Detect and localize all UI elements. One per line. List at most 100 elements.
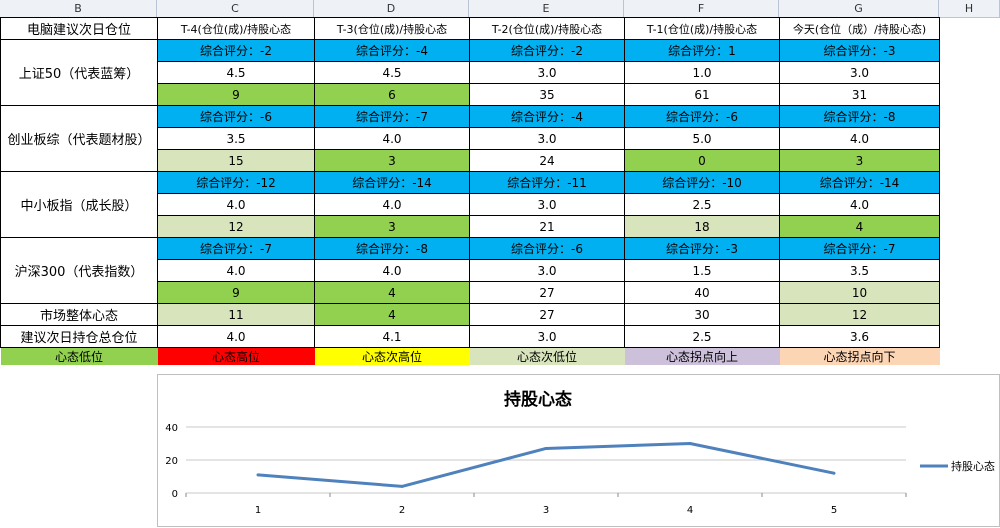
header-cell[interactable]: 今天(仓位（成）/持股心态) [779, 17, 940, 40]
score-cell[interactable]: 综合评分：-4 [469, 105, 625, 128]
index-label[interactable]: 创业板综（代表题材股） [0, 105, 158, 172]
score-cell[interactable]: 综合评分：-6 [624, 105, 780, 128]
position-cell[interactable]: 4.0 [157, 259, 315, 282]
legend-cell[interactable]: 心态拐点向下 [779, 347, 940, 365]
column-header-f[interactable]: F [624, 0, 779, 17]
mood-cell[interactable]: 21 [469, 215, 625, 238]
mood-cell[interactable]: 27 [469, 281, 625, 304]
legend-cell[interactable]: 心态次低位 [469, 347, 625, 365]
mood-cell[interactable]: 4 [314, 281, 470, 304]
position-cell[interactable]: 4.5 [314, 61, 470, 84]
mood-cell[interactable]: 9 [157, 281, 315, 304]
header-cell[interactable]: T-3(仓位(成)/持股心态 [314, 17, 470, 40]
score-cell[interactable]: 综合评分：-3 [779, 39, 940, 62]
position-cell[interactable]: 4.0 [314, 193, 470, 216]
position-cell[interactable]: 4.0 [314, 259, 470, 282]
score-cell[interactable]: 综合评分：1 [624, 39, 780, 62]
score-cell[interactable]: 综合评分：-7 [779, 237, 940, 260]
legend-cell[interactable]: 心态高位 [157, 347, 315, 365]
position-cell[interactable]: 3.0 [469, 193, 625, 216]
position-cell[interactable]: 1.0 [624, 61, 780, 84]
column-header-c[interactable]: C [157, 0, 314, 17]
score-cell[interactable]: 综合评分：-7 [157, 237, 315, 260]
score-cell[interactable]: 综合评分：-12 [157, 171, 315, 194]
index-label[interactable]: 中小板指（成长股） [0, 171, 158, 238]
header-cell[interactable]: 电脑建议次日仓位 [0, 17, 158, 40]
score-cell[interactable]: 综合评分：-7 [314, 105, 470, 128]
score-cell[interactable]: 综合评分：-8 [779, 105, 940, 128]
position-cell[interactable]: 4.0 [779, 127, 940, 150]
mood-cell[interactable]: 18 [624, 215, 780, 238]
market-mood-cell[interactable]: 11 [157, 303, 315, 326]
mood-cell[interactable]: 6 [314, 83, 470, 106]
position-cell[interactable]: 4.5 [157, 61, 315, 84]
legend-cell[interactable]: 心态拐点向上 [624, 347, 780, 365]
mood-cell[interactable]: 61 [624, 83, 780, 106]
score-row: 沪深300（代表指数） 综合评分：-7 综合评分：-8 综合评分：-6 综合评分：-3 综… [0, 237, 940, 304]
column-header-g[interactable]: G [779, 0, 939, 17]
column-header-d[interactable]: D [314, 0, 469, 17]
mood-cell[interactable]: 0 [624, 149, 780, 172]
total-position-cell[interactable]: 4.1 [314, 325, 470, 348]
total-position-cell[interactable]: 3.6 [779, 325, 940, 348]
mood-line-chart[interactable]: 持股心态 0 20 40 1 2 3 4 5 持股心态 [157, 374, 1000, 527]
score-cell[interactable]: 综合评分：-14 [314, 171, 470, 194]
score-cell[interactable]: 综合评分：-3 [624, 237, 780, 260]
position-cell[interactable]: 2.5 [624, 193, 780, 216]
mood-cell[interactable]: 15 [157, 149, 315, 172]
y-tick-label: 0 [172, 489, 178, 500]
mood-cell[interactable]: 3 [779, 149, 940, 172]
total-position-cell[interactable]: 3.0 [469, 325, 625, 348]
legend-cell[interactable]: 心态次高位 [314, 347, 470, 365]
mood-cell[interactable]: 31 [779, 83, 940, 106]
position-cell[interactable]: 4.0 [157, 193, 315, 216]
column-header-h[interactable]: H [939, 0, 1000, 17]
total-position-label[interactable]: 建议次日持仓总仓位 [0, 325, 158, 348]
score-cell[interactable]: 综合评分：-10 [624, 171, 780, 194]
header-cell[interactable]: T-1(仓位(成)/持股心态 [624, 17, 780, 40]
mood-cell[interactable]: 35 [469, 83, 625, 106]
position-cell[interactable]: 3.5 [157, 127, 315, 150]
score-cell[interactable]: 综合评分：-6 [469, 237, 625, 260]
market-mood-cell[interactable]: 27 [469, 303, 625, 326]
score-cell[interactable]: 综合评分：-6 [157, 105, 315, 128]
position-cell[interactable]: 3.0 [469, 127, 625, 150]
mood-cell[interactable]: 9 [157, 83, 315, 106]
score-cell[interactable]: 综合评分：-11 [469, 171, 625, 194]
legend-cell[interactable]: 心态低位 [0, 347, 158, 365]
position-cell[interactable]: 1.5 [624, 259, 780, 282]
score-cell[interactable]: 综合评分：-14 [779, 171, 940, 194]
column-header-e[interactable]: E [469, 0, 624, 17]
chart-svg: 0 20 40 1 2 3 4 5 持股心态 [165, 423, 995, 516]
position-cell[interactable]: 3.0 [469, 259, 625, 282]
mood-cell[interactable]: 12 [157, 215, 315, 238]
mood-cell[interactable]: 4 [779, 215, 940, 238]
mood-cell[interactable]: 24 [469, 149, 625, 172]
mood-cell[interactable]: 3 [314, 215, 470, 238]
total-position-cell[interactable]: 2.5 [624, 325, 780, 348]
position-cell[interactable]: 4.0 [314, 127, 470, 150]
mood-cell[interactable]: 40 [624, 281, 780, 304]
score-cell[interactable]: 综合评分：-2 [157, 39, 315, 62]
column-header-b[interactable]: B [0, 0, 157, 17]
position-cell[interactable]: 3.0 [779, 61, 940, 84]
header-cell[interactable]: T-2(仓位(成)/持股心态 [469, 17, 625, 40]
market-mood-cell[interactable]: 12 [779, 303, 940, 326]
total-position-cell[interactable]: 4.0 [157, 325, 315, 348]
position-cell[interactable]: 4.0 [779, 193, 940, 216]
score-cell[interactable]: 综合评分：-4 [314, 39, 470, 62]
score-cell[interactable]: 综合评分：-2 [469, 39, 625, 62]
header-cell[interactable]: T-4(仓位(成)/持股心态 [157, 17, 315, 40]
index-label[interactable]: 上证50（代表蓝筹） [0, 39, 158, 106]
market-mood-cell[interactable]: 30 [624, 303, 780, 326]
market-mood-cell[interactable]: 4 [314, 303, 470, 326]
score-cell[interactable]: 综合评分：-8 [314, 237, 470, 260]
data-point [400, 484, 404, 488]
mood-cell[interactable]: 3 [314, 149, 470, 172]
position-cell[interactable]: 3.0 [469, 61, 625, 84]
market-mood-label[interactable]: 市场整体心态 [0, 303, 158, 326]
index-label[interactable]: 沪深300（代表指数） [0, 237, 158, 304]
mood-cell[interactable]: 10 [779, 281, 940, 304]
position-cell[interactable]: 3.5 [779, 259, 940, 282]
position-cell[interactable]: 5.0 [624, 127, 780, 150]
